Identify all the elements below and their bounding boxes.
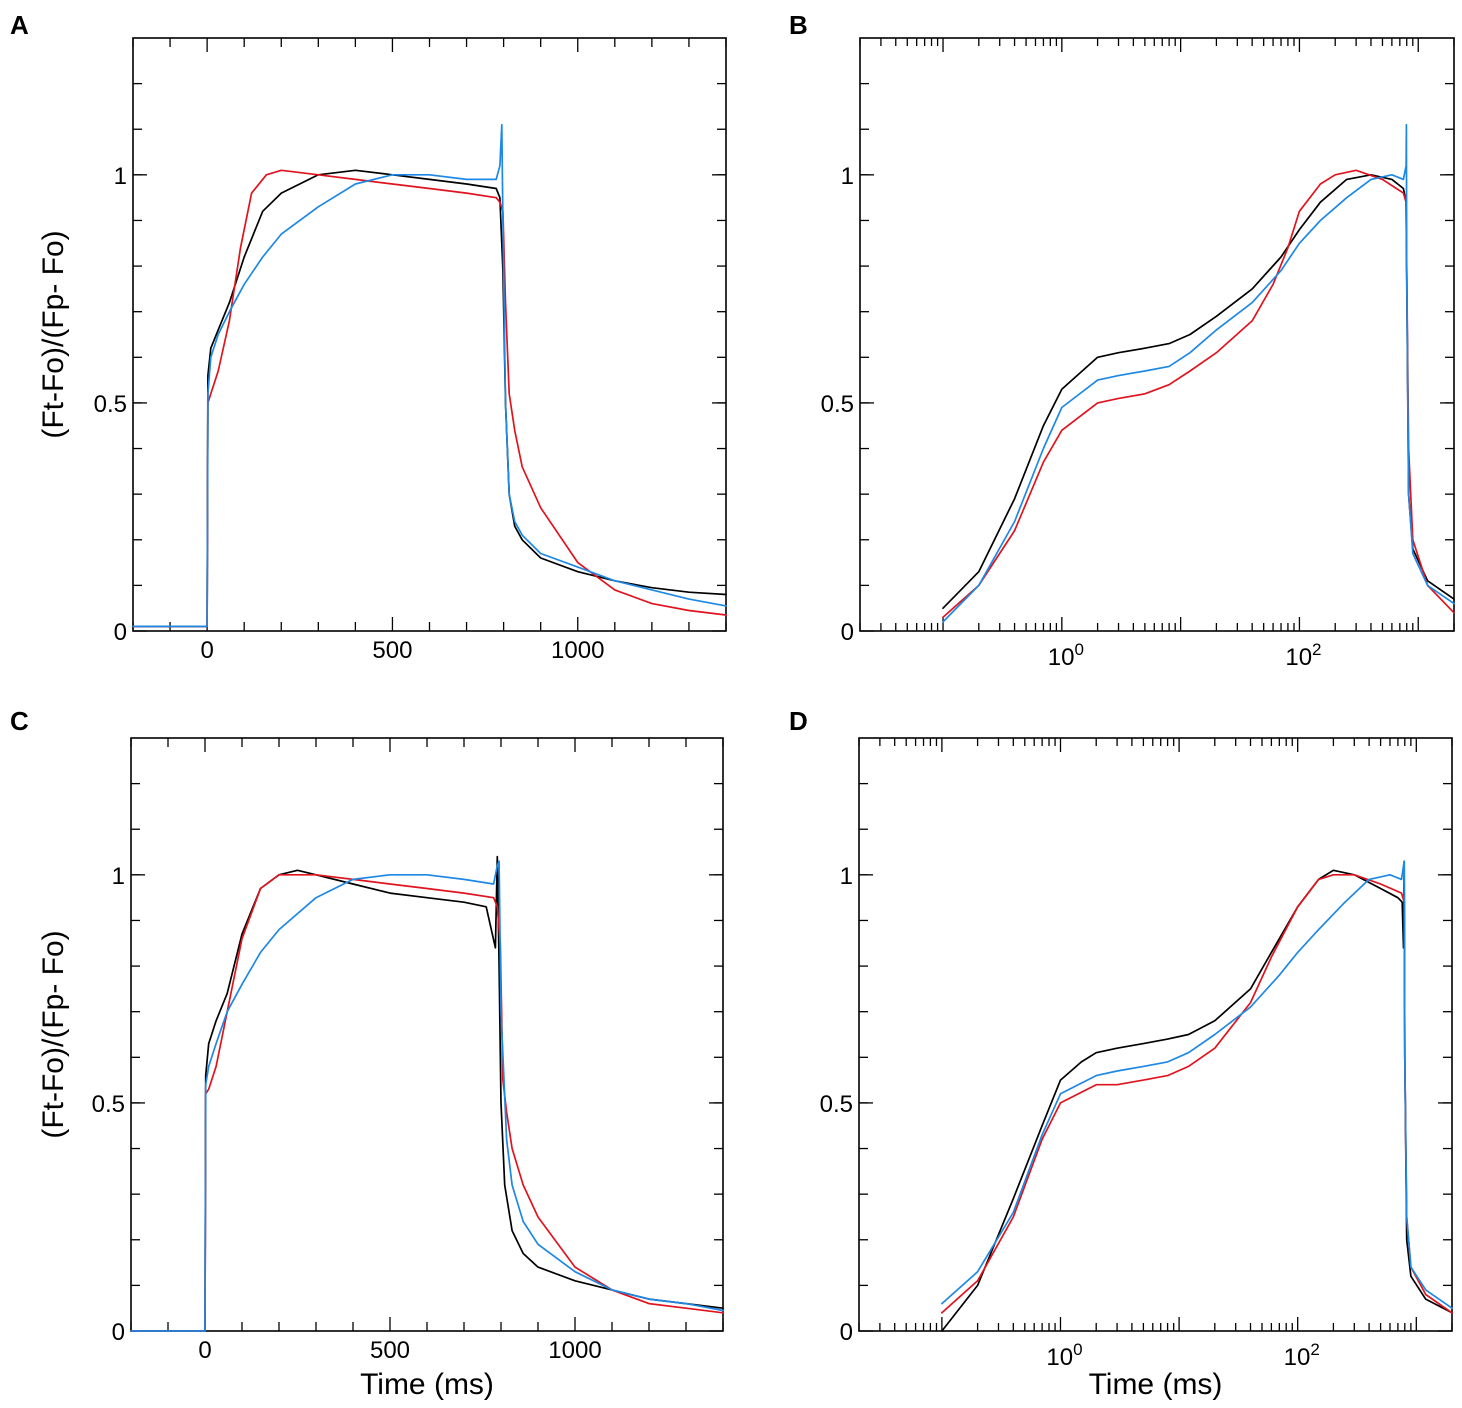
x-tick-label-c: 500 [370, 1337, 410, 1364]
series-line-red-c [130, 873, 724, 1332]
y-tick-label-d: 1 [840, 863, 853, 890]
x-tick-label-b: 102 [1285, 640, 1321, 671]
panel-letter-b: B [789, 10, 808, 40]
series-line-blue-c [130, 860, 724, 1332]
x-axis-title-c: Time (ms) [360, 1368, 494, 1401]
x-tick-label-a: 0 [200, 637, 213, 664]
x-tick-label-b: 100 [1048, 640, 1084, 671]
series-line-red-d [941, 873, 1453, 1314]
panel-a: 0 0.5 1 0 500 1000 (Ft-Fo)/(Fp- Fo) [37, 37, 727, 664]
plot-frame-a [132, 37, 727, 632]
y-tick-label-a: 0 [114, 619, 127, 646]
x-tick-label-a: 500 [372, 637, 412, 664]
series-line-black-b [942, 173, 1455, 610]
series-line-black-d [941, 860, 1453, 1332]
x-tick-label-d: 102 [1284, 1340, 1320, 1371]
y-tick-label-a: 1 [114, 163, 127, 190]
y-tick-label-d: 0 [840, 1319, 853, 1346]
panel-letter-a: A [10, 10, 29, 40]
panel-c: 0 0.5 1 0 500 1000 (Ft-Fo)/(Fp- Fo) Time (ms) [37, 737, 724, 1401]
x-axis-title-d: Time (ms) [1089, 1368, 1223, 1401]
plot-frame-b [859, 37, 1455, 632]
plot-frame-d [858, 737, 1453, 1332]
series-line-black-a [132, 169, 727, 628]
x-tick-label-c: 1000 [548, 1337, 601, 1364]
y-tick-label-b: 0 [841, 619, 854, 646]
y-tick-label-b: 0.5 [821, 391, 854, 418]
y-axis-title-a: (Ft-Fo)/(Fp- Fo) [37, 230, 70, 438]
y-tick-label-c: 0 [112, 1319, 125, 1346]
panel-letter-d: D [789, 706, 808, 736]
y-tick-label-c: 1 [112, 863, 125, 890]
panel-b: 0 0.5 1 100 102 [821, 37, 1455, 671]
y-axis-title-c: (Ft-Fo)/(Fp- Fo) [37, 930, 70, 1138]
y-tick-label-a: 0.5 [94, 391, 127, 418]
x-tick-label-a: 1000 [551, 637, 604, 664]
series-line-blue-a [132, 123, 727, 628]
y-tick-label-d: 0.5 [820, 1091, 853, 1118]
series-line-blue-b [942, 123, 1455, 623]
y-tick-label-b: 1 [841, 163, 854, 190]
panel-d: 0 0.5 1 100 102 Time (ms) [820, 737, 1453, 1401]
series-line-red-a [132, 169, 727, 628]
panel-letter-c: C [10, 706, 29, 736]
series-line-blue-d [941, 860, 1453, 1310]
series-line-black-c [130, 855, 724, 1332]
y-tick-label-c: 0.5 [92, 1091, 125, 1118]
x-tick-label-c: 0 [198, 1337, 211, 1364]
series-line-red-b [942, 169, 1455, 619]
x-tick-label-d: 100 [1046, 1340, 1082, 1371]
